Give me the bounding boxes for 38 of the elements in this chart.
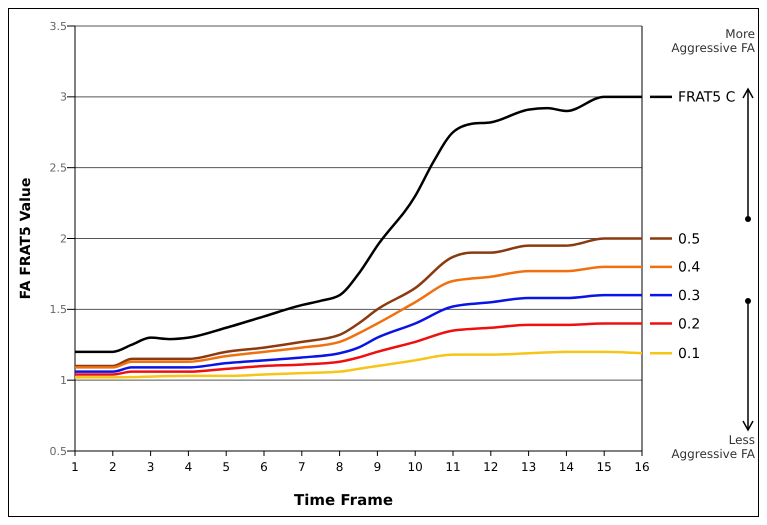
x-tick-label: 3 — [146, 460, 154, 474]
text: More Aggressive FA — [671, 27, 756, 55]
line-series — [74, 350, 644, 379]
x-tick-label: 16 — [634, 460, 650, 474]
y-tick-label: 3.5 — [50, 20, 67, 33]
x-axis-title: Time Frame — [294, 491, 394, 509]
legend-label: 0.1 — [678, 346, 700, 362]
line-series — [74, 266, 644, 369]
x-tick-label: 8 — [336, 460, 344, 474]
legend-label: 0.3 — [678, 288, 700, 304]
x-tick-label: 4 — [184, 460, 192, 474]
x-tick-label: 14 — [558, 460, 574, 474]
x-tick-label: 15 — [596, 460, 612, 474]
y-axis-title: FA FRAT5 Value — [18, 178, 34, 300]
legend-label: FRAT5 C — [678, 90, 736, 106]
y-tick-label: 1 — [60, 374, 67, 388]
x-tick-label: 10 — [408, 460, 423, 474]
y-tick-label: 2 — [60, 232, 67, 246]
line-series — [74, 294, 644, 373]
x-tick-label: 1 — [71, 460, 79, 474]
x-tick-label: 9 — [374, 460, 382, 474]
text: Less Aggressive FA — [671, 433, 756, 461]
y-tick-label: 3 — [60, 90, 67, 104]
line-series — [74, 237, 644, 368]
legend-label: 0.4 — [678, 260, 700, 276]
legend-label: 0.5 — [678, 231, 700, 248]
x-tick-label: 7 — [298, 460, 306, 474]
x-tick-label: 12 — [483, 460, 498, 474]
legend-label: 0.2 — [678, 316, 700, 332]
x-tick-label: 11 — [445, 460, 461, 474]
y-tick-label: 2.5 — [50, 162, 67, 175]
x-tick-label: 2 — [108, 460, 117, 474]
x-tick-label: 5 — [222, 460, 230, 474]
line-series — [74, 322, 644, 376]
y-tick-label: 1.5 — [50, 303, 67, 316]
x-tick-label: 13 — [520, 460, 536, 474]
x-tick-label: 6 — [260, 460, 268, 474]
y-tick-label: 0.5 — [50, 444, 67, 458]
